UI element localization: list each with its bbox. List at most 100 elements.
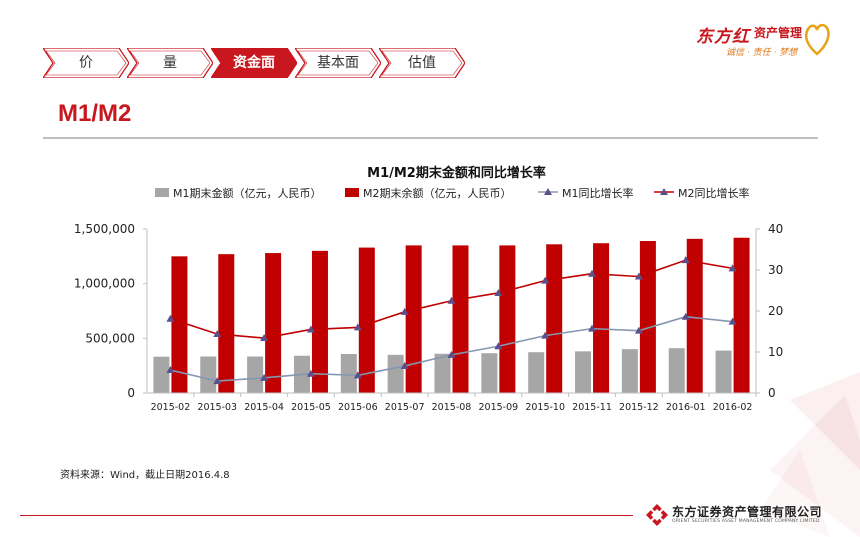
point-m1-growth — [634, 326, 643, 334]
tab-valuation-label: 估值 — [408, 55, 436, 71]
point-m2-growth — [541, 276, 550, 284]
bar-m1 — [387, 354, 404, 393]
tab-volume-label: 量 — [163, 55, 177, 71]
point-m2-growth — [213, 329, 222, 337]
bar-m1 — [481, 353, 498, 393]
legend-swatch-0 — [155, 188, 169, 197]
footer-divider — [20, 515, 633, 516]
x-tick-label: 2015-08 — [432, 402, 472, 413]
bar-m2 — [452, 245, 469, 393]
left-tick-label: 0 — [127, 386, 135, 400]
x-tick-label: 2015-03 — [197, 402, 237, 413]
legend-label-3: M2同比增长率 — [678, 186, 750, 200]
point-m1-growth — [494, 342, 503, 350]
x-tick-label: 2015-04 — [244, 402, 284, 413]
heart-logo-icon — [804, 23, 830, 56]
bar-m2 — [593, 243, 610, 393]
point-m2-growth — [353, 323, 362, 331]
point-m1-growth — [728, 317, 737, 325]
point-m1-growth — [541, 331, 550, 339]
bar-m1 — [621, 349, 638, 393]
point-m2-growth — [588, 269, 597, 277]
right-tick-label: 30 — [768, 263, 783, 277]
bar-m2 — [499, 245, 516, 393]
point-m1-growth — [306, 369, 315, 377]
tab-volume[interactable]: 量 — [127, 48, 213, 78]
point-m1-growth — [353, 371, 362, 379]
legend-label-0: M1期末金额（亿元，人民币） — [173, 186, 322, 200]
bar-m2 — [639, 241, 656, 393]
tab-liquidity-label: 资金面 — [233, 55, 275, 71]
bar-m1 — [153, 356, 170, 393]
bar-m2 — [358, 247, 375, 393]
point-m1-growth — [447, 350, 456, 358]
legend-label-1: M2期末余额（亿元，人民币） — [363, 186, 512, 200]
x-tick-label: 2015-07 — [385, 402, 425, 413]
legend-swatch-1 — [345, 188, 359, 197]
bar-m1 — [715, 350, 732, 393]
point-m1-growth — [213, 377, 222, 385]
bar-m1 — [340, 353, 357, 393]
right-tick-label: 10 — [768, 345, 783, 359]
bar-m1 — [528, 352, 545, 393]
point-m2-growth — [260, 334, 269, 342]
bar-m2 — [171, 256, 188, 393]
brand-subtitle: 资产管理 — [754, 26, 803, 40]
x-tick-label: 2016-01 — [666, 402, 706, 413]
point-m2-growth — [400, 307, 409, 315]
point-m1-growth — [166, 366, 175, 374]
point-m2-growth — [634, 272, 643, 280]
x-tick-label: 2016-02 — [713, 402, 753, 413]
x-tick-label: 2015-02 — [151, 402, 191, 413]
x-tick-label: 2015-12 — [619, 402, 659, 413]
brand-logo: 东方红 资产管理 诚信 · 责任 · 梦想 — [696, 18, 836, 62]
tab-fundamentals[interactable]: 基本面 — [295, 48, 381, 78]
x-tick-label: 2015-09 — [478, 402, 518, 413]
bar-m2 — [218, 254, 235, 393]
bar-m1 — [668, 348, 685, 393]
point-m1-growth — [260, 373, 269, 381]
tab-price[interactable]: 价 — [43, 48, 129, 78]
right-tick-label: 40 — [768, 222, 783, 236]
company-name-cn: 东方证券资产管理有限公司 — [672, 505, 823, 519]
bar-m2 — [265, 253, 282, 393]
tab-liquidity[interactable]: 资金面 — [211, 48, 297, 78]
company-mark-icon — [646, 504, 668, 526]
bar-m1 — [200, 356, 217, 393]
page-title: M1/M2 — [58, 100, 132, 127]
point-m2-growth — [306, 325, 315, 333]
point-m1-growth — [681, 312, 690, 320]
tab-valuation[interactable]: 估值 — [379, 48, 465, 78]
title-divider — [43, 137, 818, 139]
tab-fundamentals-label: 基本面 — [317, 55, 359, 71]
bar-m2 — [686, 238, 703, 393]
legend-label-2: M1同比增长率 — [562, 186, 634, 200]
bar-m2 — [733, 237, 750, 393]
left-tick-label: 1,500,000 — [74, 222, 135, 236]
source-note: 资料来源：Wind，截止日期2016.4.8 — [60, 470, 230, 481]
chart-title: M1/M2期末金额和同比增长率 — [367, 165, 546, 181]
point-m2-growth — [447, 296, 456, 304]
legend-marker-2 — [544, 188, 552, 195]
point-m2-growth — [681, 256, 690, 264]
bar-m1 — [575, 351, 592, 393]
bar-m2 — [311, 250, 328, 393]
bar-m2 — [546, 244, 563, 393]
bar-m1 — [247, 356, 264, 393]
company-name-en: ORIENT SECURITIES ASSET MANAGEMENT COMPA… — [672, 519, 820, 524]
left-tick-label: 1,000,000 — [74, 277, 135, 291]
brand-name: 东方红 — [696, 27, 750, 47]
point-m1-growth — [588, 324, 597, 332]
point-m2-growth — [728, 264, 737, 272]
bar-m1 — [434, 353, 451, 393]
brand-slogan: 诚信 · 责任 · 梦想 — [726, 48, 798, 58]
x-tick-label: 2015-11 — [572, 402, 612, 413]
x-tick-label: 2015-05 — [291, 402, 331, 413]
point-m1-growth — [400, 361, 409, 369]
point-m2-growth — [166, 314, 175, 322]
x-tick-label: 2015-10 — [525, 402, 565, 413]
bar-m2 — [405, 245, 422, 393]
left-tick-label: 500,000 — [85, 331, 135, 345]
